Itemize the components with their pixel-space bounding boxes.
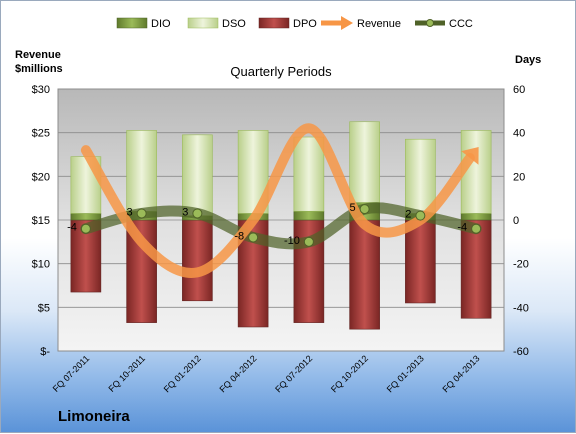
right-tick-label: -40 (513, 302, 529, 314)
bar-dpo (182, 219, 213, 302)
left-tick-label: $5 (38, 302, 50, 314)
left-tick-label: $25 (32, 128, 50, 140)
left-tick-label: $- (40, 346, 50, 358)
left-axis-label-line-1: Revenue (15, 49, 61, 61)
revenue-arrowhead (461, 147, 479, 165)
bar-dio (293, 210, 325, 221)
bar-dpo (349, 219, 380, 330)
right-tick-label: -60 (513, 346, 529, 358)
ccc-data-label: 5 (350, 202, 356, 214)
right-axis: -60 -40 -20 0 20 40 60 (513, 84, 529, 358)
legend-swatch-dpo (258, 17, 290, 29)
x-axis: FQ 07-2011 FQ 10-2011 FQ 01-2012 FQ 04-2012… (51, 353, 482, 394)
left-tick-label: $10 (32, 259, 50, 271)
ccc-data-label: -4 (457, 222, 467, 234)
bars (70, 121, 492, 330)
right-tick-label: 40 (513, 128, 525, 140)
ccc-data-label: 3 (127, 206, 133, 218)
ccc-point (471, 223, 482, 234)
bar-dpo (460, 219, 492, 319)
ccc-point (192, 208, 203, 219)
ccc-point (415, 210, 426, 221)
bar-dso (293, 136, 325, 212)
ccc-data-label: 2 (405, 209, 411, 221)
ccc-point (359, 204, 370, 215)
category-label: FQ 04-2013 (441, 353, 482, 394)
legend-label-dio: DIO (151, 18, 171, 30)
chart-title: Quarterly Periods (230, 64, 332, 79)
legend-label-dpo: DPO (293, 18, 317, 30)
lines: -4 3 3 -8 -10 5 2 -4 (67, 123, 482, 278)
category-label: FQ 10-2012 (329, 353, 370, 394)
right-tick-label: 60 (513, 84, 525, 96)
ccc-point (136, 208, 147, 219)
company-name: Limoneira (58, 408, 130, 425)
left-axis-label-line-2: $millions (15, 63, 63, 75)
legend-swatch-ccc (415, 19, 445, 27)
ccc-point (303, 236, 314, 247)
bar-dso (182, 134, 213, 216)
category-label: FQ 04-2012 (218, 353, 259, 394)
legend-label-dso: DSO (222, 18, 246, 30)
bar-dpo (405, 219, 436, 304)
ccc-line (80, 202, 482, 250)
ccc-data-label: 3 (182, 206, 188, 218)
category-label: FQ 01-2013 (385, 353, 426, 394)
ccc-point (248, 232, 259, 243)
bar-dso (405, 138, 436, 214)
revenue-line (80, 123, 475, 278)
ccc-point (80, 223, 91, 234)
category-label: FQ 07-2012 (273, 353, 314, 394)
left-tick-label: $30 (32, 84, 50, 96)
right-axis-label: Days (515, 54, 541, 66)
right-tick-label: 0 (513, 215, 519, 227)
right-tick-label: 20 (513, 171, 525, 183)
ccc-data-label: -8 (234, 230, 244, 242)
bar-dio (460, 213, 492, 221)
category-label: FQ 07-2011 (51, 353, 92, 394)
legend-label-revenue: Revenue (357, 18, 401, 30)
category-label: FQ 01-2012 (162, 353, 203, 394)
legend-label-ccc: CCC (449, 18, 473, 30)
legend: DIO DSO DPO Revenue CCC (116, 16, 473, 30)
left-tick-label: $15 (32, 215, 50, 227)
legend-swatch-dso (187, 17, 219, 29)
right-tick-label: -20 (513, 259, 529, 271)
bar-dso (349, 121, 380, 203)
ccc-data-label: -10 (284, 235, 300, 247)
legend-swatch-dio (116, 17, 148, 29)
left-tick-label: $20 (32, 171, 50, 183)
category-label: FQ 10-2011 (106, 353, 147, 394)
legend-swatch-revenue (321, 16, 353, 30)
left-axis: $- $5 $10 $15 $20 $25 $30 (32, 84, 51, 358)
ccc-data-label: -4 (67, 222, 77, 234)
bar-dso (126, 130, 157, 212)
bar-dio (70, 213, 102, 221)
